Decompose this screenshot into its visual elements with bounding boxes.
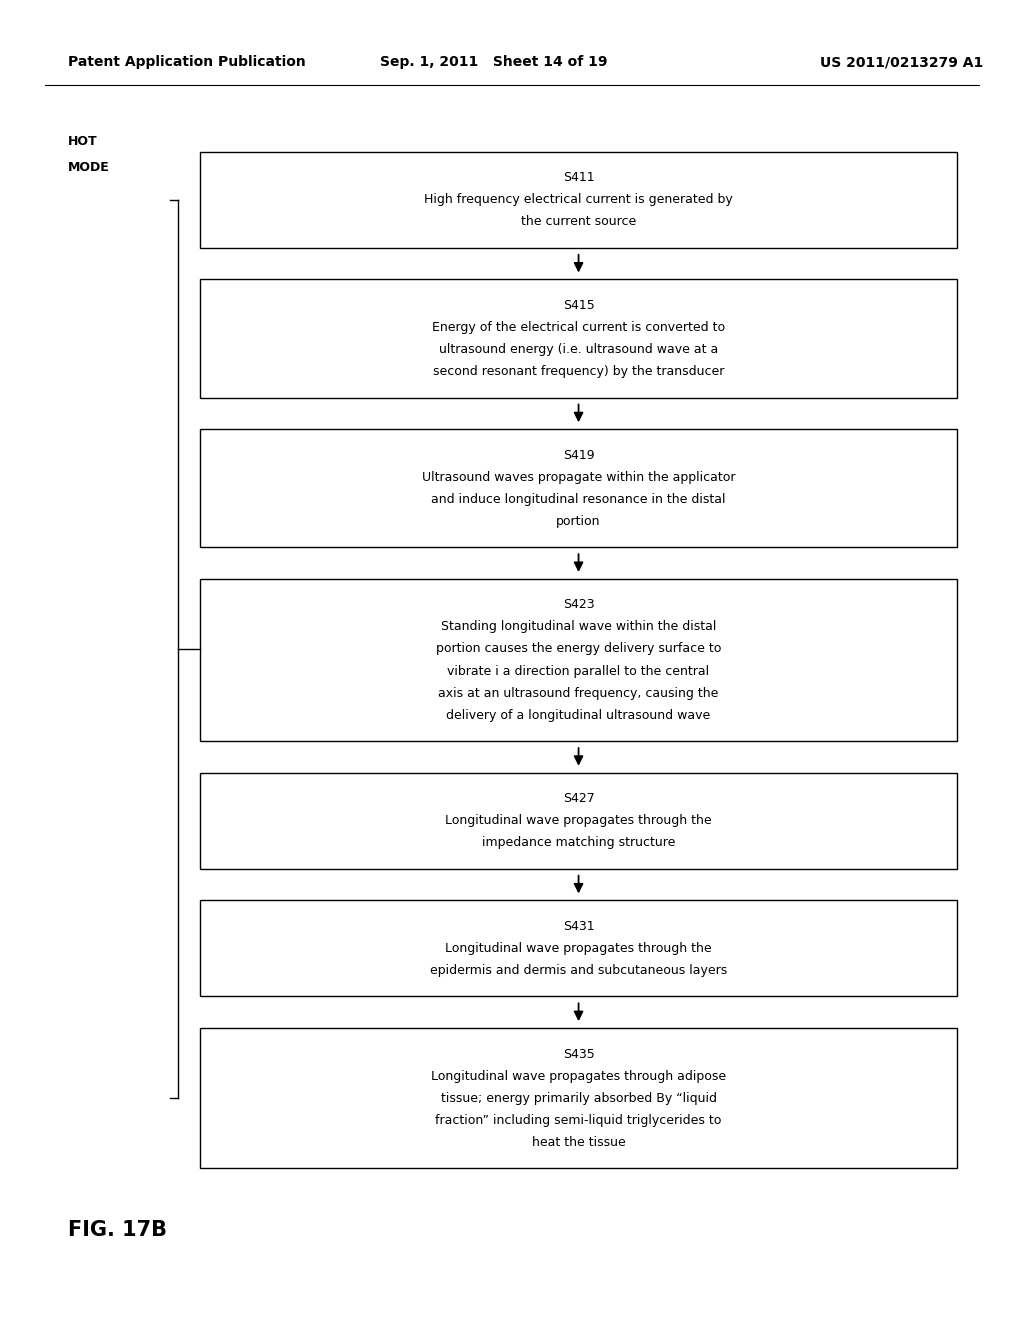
Bar (200, 579, 957, 741)
Text: portion causes the energy delivery surface to: portion causes the energy delivery surfa… (436, 643, 721, 656)
Text: Longitudinal wave propagates through the: Longitudinal wave propagates through the (445, 942, 712, 954)
Text: tissue; energy primarily absorbed By “liquid: tissue; energy primarily absorbed By “li… (440, 1092, 717, 1105)
Text: the current source: the current source (521, 215, 636, 228)
Text: Sep. 1, 2011   Sheet 14 of 19: Sep. 1, 2011 Sheet 14 of 19 (380, 55, 607, 69)
Bar (200, 152, 957, 248)
Text: US 2011/0213279 A1: US 2011/0213279 A1 (820, 55, 983, 69)
Text: portion: portion (556, 515, 601, 528)
Text: MODE: MODE (68, 161, 110, 174)
Text: Standing longitudinal wave within the distal: Standing longitudinal wave within the di… (441, 620, 716, 634)
Text: heat the tissue: heat the tissue (531, 1135, 626, 1148)
Text: impedance matching structure: impedance matching structure (482, 837, 675, 849)
Text: epidermis and dermis and subcutaneous layers: epidermis and dermis and subcutaneous la… (430, 964, 727, 977)
Text: delivery of a longitudinal ultrasound wave: delivery of a longitudinal ultrasound wa… (446, 709, 711, 722)
Bar (200, 900, 957, 997)
Text: S411: S411 (563, 172, 594, 185)
Text: HOT: HOT (68, 135, 97, 148)
Text: fraction” including semi-liquid triglycerides to: fraction” including semi-liquid triglyce… (435, 1114, 722, 1127)
Text: S435: S435 (562, 1048, 595, 1060)
Text: S427: S427 (562, 792, 595, 805)
Text: FIG. 17B: FIG. 17B (68, 1220, 167, 1241)
Text: ultrasound energy (i.e. ultrasound wave at a: ultrasound energy (i.e. ultrasound wave … (439, 343, 718, 356)
Text: S419: S419 (563, 449, 594, 462)
Text: Ultrasound waves propagate within the applicator: Ultrasound waves propagate within the ap… (422, 471, 735, 483)
Text: and induce longitudinal resonance in the distal: and induce longitudinal resonance in the… (431, 492, 726, 506)
Bar (200, 1028, 957, 1168)
Text: Energy of the electrical current is converted to: Energy of the electrical current is conv… (432, 321, 725, 334)
Text: second resonant frequency) by the transducer: second resonant frequency) by the transd… (433, 366, 724, 378)
Text: S431: S431 (563, 920, 594, 933)
Text: vibrate i a direction parallel to the central: vibrate i a direction parallel to the ce… (447, 664, 710, 677)
Text: S423: S423 (563, 598, 594, 611)
Text: Longitudinal wave propagates through adipose: Longitudinal wave propagates through adi… (431, 1069, 726, 1082)
Bar (200, 280, 957, 397)
Bar (200, 772, 957, 869)
Text: S415: S415 (562, 298, 595, 312)
Text: axis at an ultrasound frequency, causing the: axis at an ultrasound frequency, causing… (438, 686, 719, 700)
Text: High frequency electrical current is generated by: High frequency electrical current is gen… (424, 193, 733, 206)
Text: Patent Application Publication: Patent Application Publication (68, 55, 306, 69)
Text: Longitudinal wave propagates through the: Longitudinal wave propagates through the (445, 814, 712, 828)
Bar (200, 429, 957, 548)
